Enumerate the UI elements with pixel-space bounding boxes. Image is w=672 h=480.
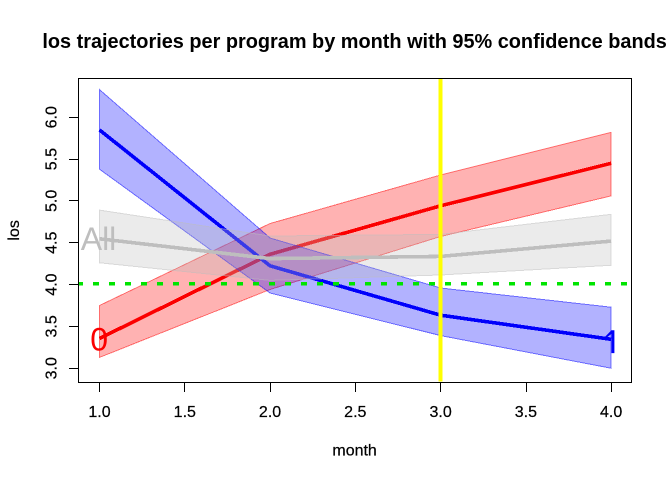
svg-text:3.0: 3.0 [429, 404, 451, 421]
svg-text:4.5: 4.5 [44, 232, 61, 254]
svg-text:All: All [81, 221, 117, 257]
svg-text:1.0: 1.0 [88, 404, 110, 421]
svg-text:5.0: 5.0 [44, 190, 61, 212]
svg-text:5.5: 5.5 [44, 148, 61, 170]
svg-text:month: month [332, 443, 376, 460]
svg-text:4.0: 4.0 [600, 404, 622, 421]
svg-text:los trajectories per program b: los trajectories per program by month wi… [42, 31, 666, 53]
svg-text:3.0: 3.0 [44, 357, 61, 379]
svg-text:3.5: 3.5 [44, 315, 61, 337]
svg-text:los: los [6, 220, 23, 240]
svg-text:3.5: 3.5 [515, 404, 537, 421]
svg-text:4.0: 4.0 [44, 273, 61, 295]
svg-text:1.5: 1.5 [174, 404, 196, 421]
svg-text:2.5: 2.5 [344, 404, 366, 421]
svg-text:6.0: 6.0 [44, 106, 61, 128]
svg-text:2.0: 2.0 [259, 404, 281, 421]
svg-text:0: 0 [90, 322, 108, 358]
